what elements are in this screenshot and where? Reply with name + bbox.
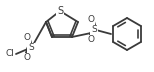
Text: S: S: [91, 25, 97, 34]
Text: O: O: [87, 15, 95, 24]
Text: S: S: [57, 6, 63, 16]
Text: O: O: [24, 53, 30, 62]
Text: S: S: [28, 43, 34, 52]
Text: O: O: [24, 33, 30, 42]
Text: Cl: Cl: [5, 50, 14, 58]
Text: O: O: [87, 35, 95, 44]
